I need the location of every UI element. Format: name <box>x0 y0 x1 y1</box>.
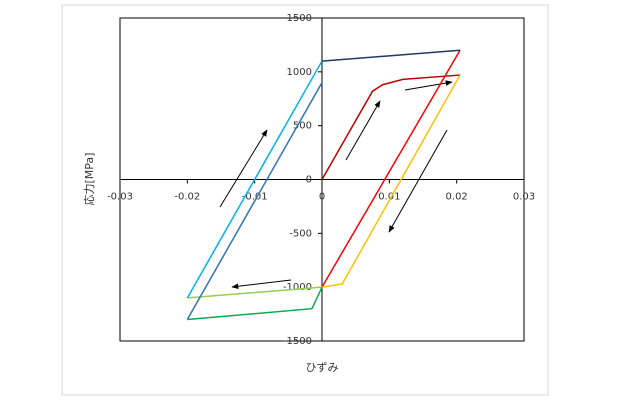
x-tick-label: -0.02 <box>174 192 200 203</box>
series-line <box>186 82 323 320</box>
y-tick-label: 1500 <box>287 13 312 24</box>
series-line <box>321 49 461 62</box>
x-tick-label: -0.03 <box>107 192 133 203</box>
y-tick-label: 500 <box>293 121 312 132</box>
y-tick-label: 0 <box>306 175 312 186</box>
arrow <box>388 129 448 233</box>
y-tick-label: -500 <box>289 228 312 239</box>
x-tick-label: 0.02 <box>446 192 468 203</box>
series-line <box>187 286 323 321</box>
arrow <box>345 100 381 161</box>
y-axis-title: 応力[MPa] <box>82 153 96 206</box>
chart-frame <box>61 4 549 396</box>
x-axis-title: ひずみ <box>306 361 339 374</box>
x-tick-label: -0.01 <box>242 192 268 203</box>
series-line <box>187 286 323 299</box>
series-line <box>321 49 461 288</box>
arrow <box>231 279 292 290</box>
x-tick-label: 0.03 <box>513 192 535 203</box>
x-tick-label: 0.01 <box>378 192 400 203</box>
y-tick-label: -1000 <box>283 282 312 293</box>
series-line <box>321 74 461 288</box>
x-tick-label: 0 <box>319 192 325 203</box>
series-line <box>186 60 323 299</box>
y-tick-label: -1500 <box>283 336 312 347</box>
arrow <box>404 80 453 91</box>
y-tick-label: 1000 <box>287 67 312 78</box>
annotation-arrows <box>219 80 453 290</box>
series-line <box>321 74 461 180</box>
arrow <box>219 129 268 208</box>
